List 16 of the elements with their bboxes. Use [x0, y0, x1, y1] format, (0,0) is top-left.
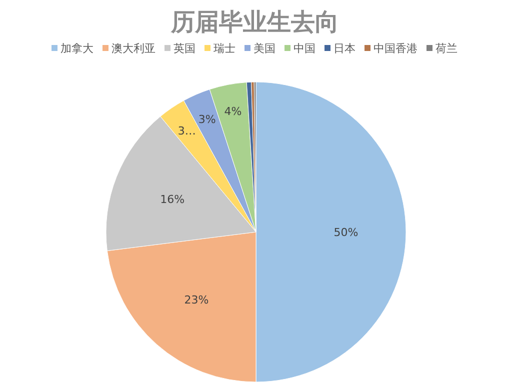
- legend-label: 美国: [254, 42, 276, 55]
- data-label: 3…: [178, 124, 196, 138]
- legend-label: 澳大利亚: [112, 42, 156, 55]
- data-label: 23%: [184, 294, 209, 307]
- legend-label: 日本: [334, 42, 356, 55]
- legend-label: 英国: [174, 42, 196, 55]
- data-label: 16%: [160, 192, 185, 206]
- data-label: 4%: [224, 105, 242, 118]
- data-label: 3%: [198, 113, 216, 126]
- legend-label: 瑞士: [214, 42, 236, 55]
- legend-label: 中国: [294, 42, 316, 55]
- chart-title: 历届毕业生去向: [170, 7, 339, 36]
- legend-label: 加拿大: [60, 42, 94, 55]
- data-label: 50%: [334, 226, 358, 239]
- legend-label: 中国香港: [374, 42, 418, 55]
- legend-label: 荷兰: [436, 42, 458, 55]
